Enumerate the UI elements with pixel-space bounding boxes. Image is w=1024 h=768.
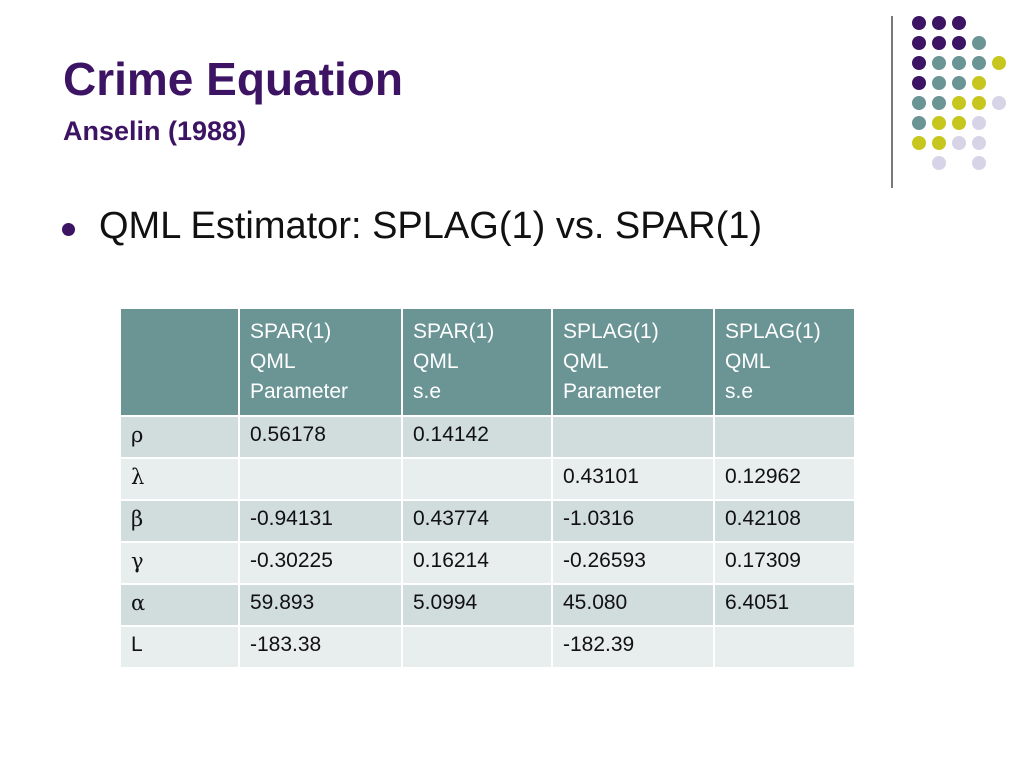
decorative-dot xyxy=(912,96,926,110)
table-cell xyxy=(713,625,856,669)
decorative-dot xyxy=(972,156,986,170)
table-cell xyxy=(238,457,403,501)
table-cell xyxy=(713,415,856,459)
decorative-dot xyxy=(932,56,946,70)
decorative-dot xyxy=(932,16,946,30)
decorative-dot xyxy=(972,96,986,110)
decorative-dot xyxy=(912,116,926,130)
decorative-dot xyxy=(912,36,926,50)
table-cell: -0.30225 xyxy=(238,541,403,585)
table-row: L -183.38 -182.39 xyxy=(119,625,856,669)
table-cell: -0.26593 xyxy=(551,541,715,585)
table-cell xyxy=(551,415,715,459)
table-cell: -182.39 xyxy=(551,625,715,669)
decorative-dot xyxy=(932,156,946,170)
decorative-dot xyxy=(952,136,966,150)
decorative-dot xyxy=(912,56,926,70)
table-cell: -0.94131 xyxy=(238,499,403,543)
table-cell: -183.38 xyxy=(238,625,403,669)
bullet-item: QML Estimator: SPLAG(1) vs. SPAR(1) xyxy=(62,205,762,248)
table-row: β -0.94131 0.43774 -1.0316 0.42108 xyxy=(119,499,856,543)
table-header-cell: SPLAG(1) QML Parameter xyxy=(551,307,715,417)
decorative-dot xyxy=(992,96,1006,110)
decorative-dot xyxy=(932,96,946,110)
table-cell: 0.43774 xyxy=(401,499,553,543)
decorative-dot xyxy=(912,76,926,90)
decorative-dot xyxy=(912,136,926,150)
table-header-cell: SPAR(1) QML s.e xyxy=(401,307,553,417)
table-cell: -1.0316 xyxy=(551,499,715,543)
table-row: ρ 0.56178 0.14142 xyxy=(119,415,856,459)
table-cell: 5.0994 xyxy=(401,583,553,627)
slide-title: Crime Equation xyxy=(63,53,403,105)
decorative-dot xyxy=(952,76,966,90)
table-cell: 0.16214 xyxy=(401,541,553,585)
table-cell: β xyxy=(119,499,240,543)
decorative-dot xyxy=(932,136,946,150)
title-divider xyxy=(891,16,893,188)
decorative-dot xyxy=(952,16,966,30)
table-cell: 0.56178 xyxy=(238,415,403,459)
decorative-dot xyxy=(952,56,966,70)
table-header-cell: SPAR(1) QML Parameter xyxy=(238,307,403,417)
decorative-dot xyxy=(952,36,966,50)
decorative-dot xyxy=(992,56,1006,70)
table-cell xyxy=(401,457,553,501)
table-cell: 0.12962 xyxy=(713,457,856,501)
decorative-dot xyxy=(952,96,966,110)
table-cell xyxy=(401,625,553,669)
table-header-cell xyxy=(119,307,240,417)
table-header-cell: SPLAG(1) QML s.e xyxy=(713,307,856,417)
decorative-dot xyxy=(972,136,986,150)
decorative-dot xyxy=(972,56,986,70)
decorative-dot xyxy=(932,76,946,90)
table-row: λ 0.43101 0.12962 xyxy=(119,457,856,501)
decorative-dot xyxy=(932,116,946,130)
results-table: SPAR(1) QML Parameter SPAR(1) QML s.e SP… xyxy=(119,307,856,669)
slide-subtitle: Anselin (1988) xyxy=(63,116,247,146)
bullet-text: QML Estimator: SPLAG(1) vs. SPAR(1) xyxy=(99,205,763,247)
table-cell: L xyxy=(119,625,240,669)
decorative-dot xyxy=(972,76,986,90)
table-cell: ρ xyxy=(119,415,240,459)
table-cell: 45.080 xyxy=(551,583,715,627)
decorative-dot xyxy=(972,36,986,50)
table-cell: λ xyxy=(119,457,240,501)
decorative-dot xyxy=(912,16,926,30)
table-cell: 6.4051 xyxy=(713,583,856,627)
table-cell: 0.43101 xyxy=(551,457,715,501)
table-cell: 59.893 xyxy=(238,583,403,627)
table-cell: α xyxy=(119,583,240,627)
table-cell: 0.17309 xyxy=(713,541,856,585)
table-header-row: SPAR(1) QML Parameter SPAR(1) QML s.e SP… xyxy=(119,307,856,417)
table-cell: 0.42108 xyxy=(713,499,856,543)
bullet-dot-icon xyxy=(62,223,75,236)
table-row: γ -0.30225 0.16214 -0.26593 0.17309 xyxy=(119,541,856,585)
decorative-dot xyxy=(972,116,986,130)
decorative-dot xyxy=(932,36,946,50)
table-row: α 59.893 5.0994 45.080 6.4051 xyxy=(119,583,856,627)
decorative-dot xyxy=(952,116,966,130)
table-cell: γ xyxy=(119,541,240,585)
table-cell: 0.14142 xyxy=(401,415,553,459)
